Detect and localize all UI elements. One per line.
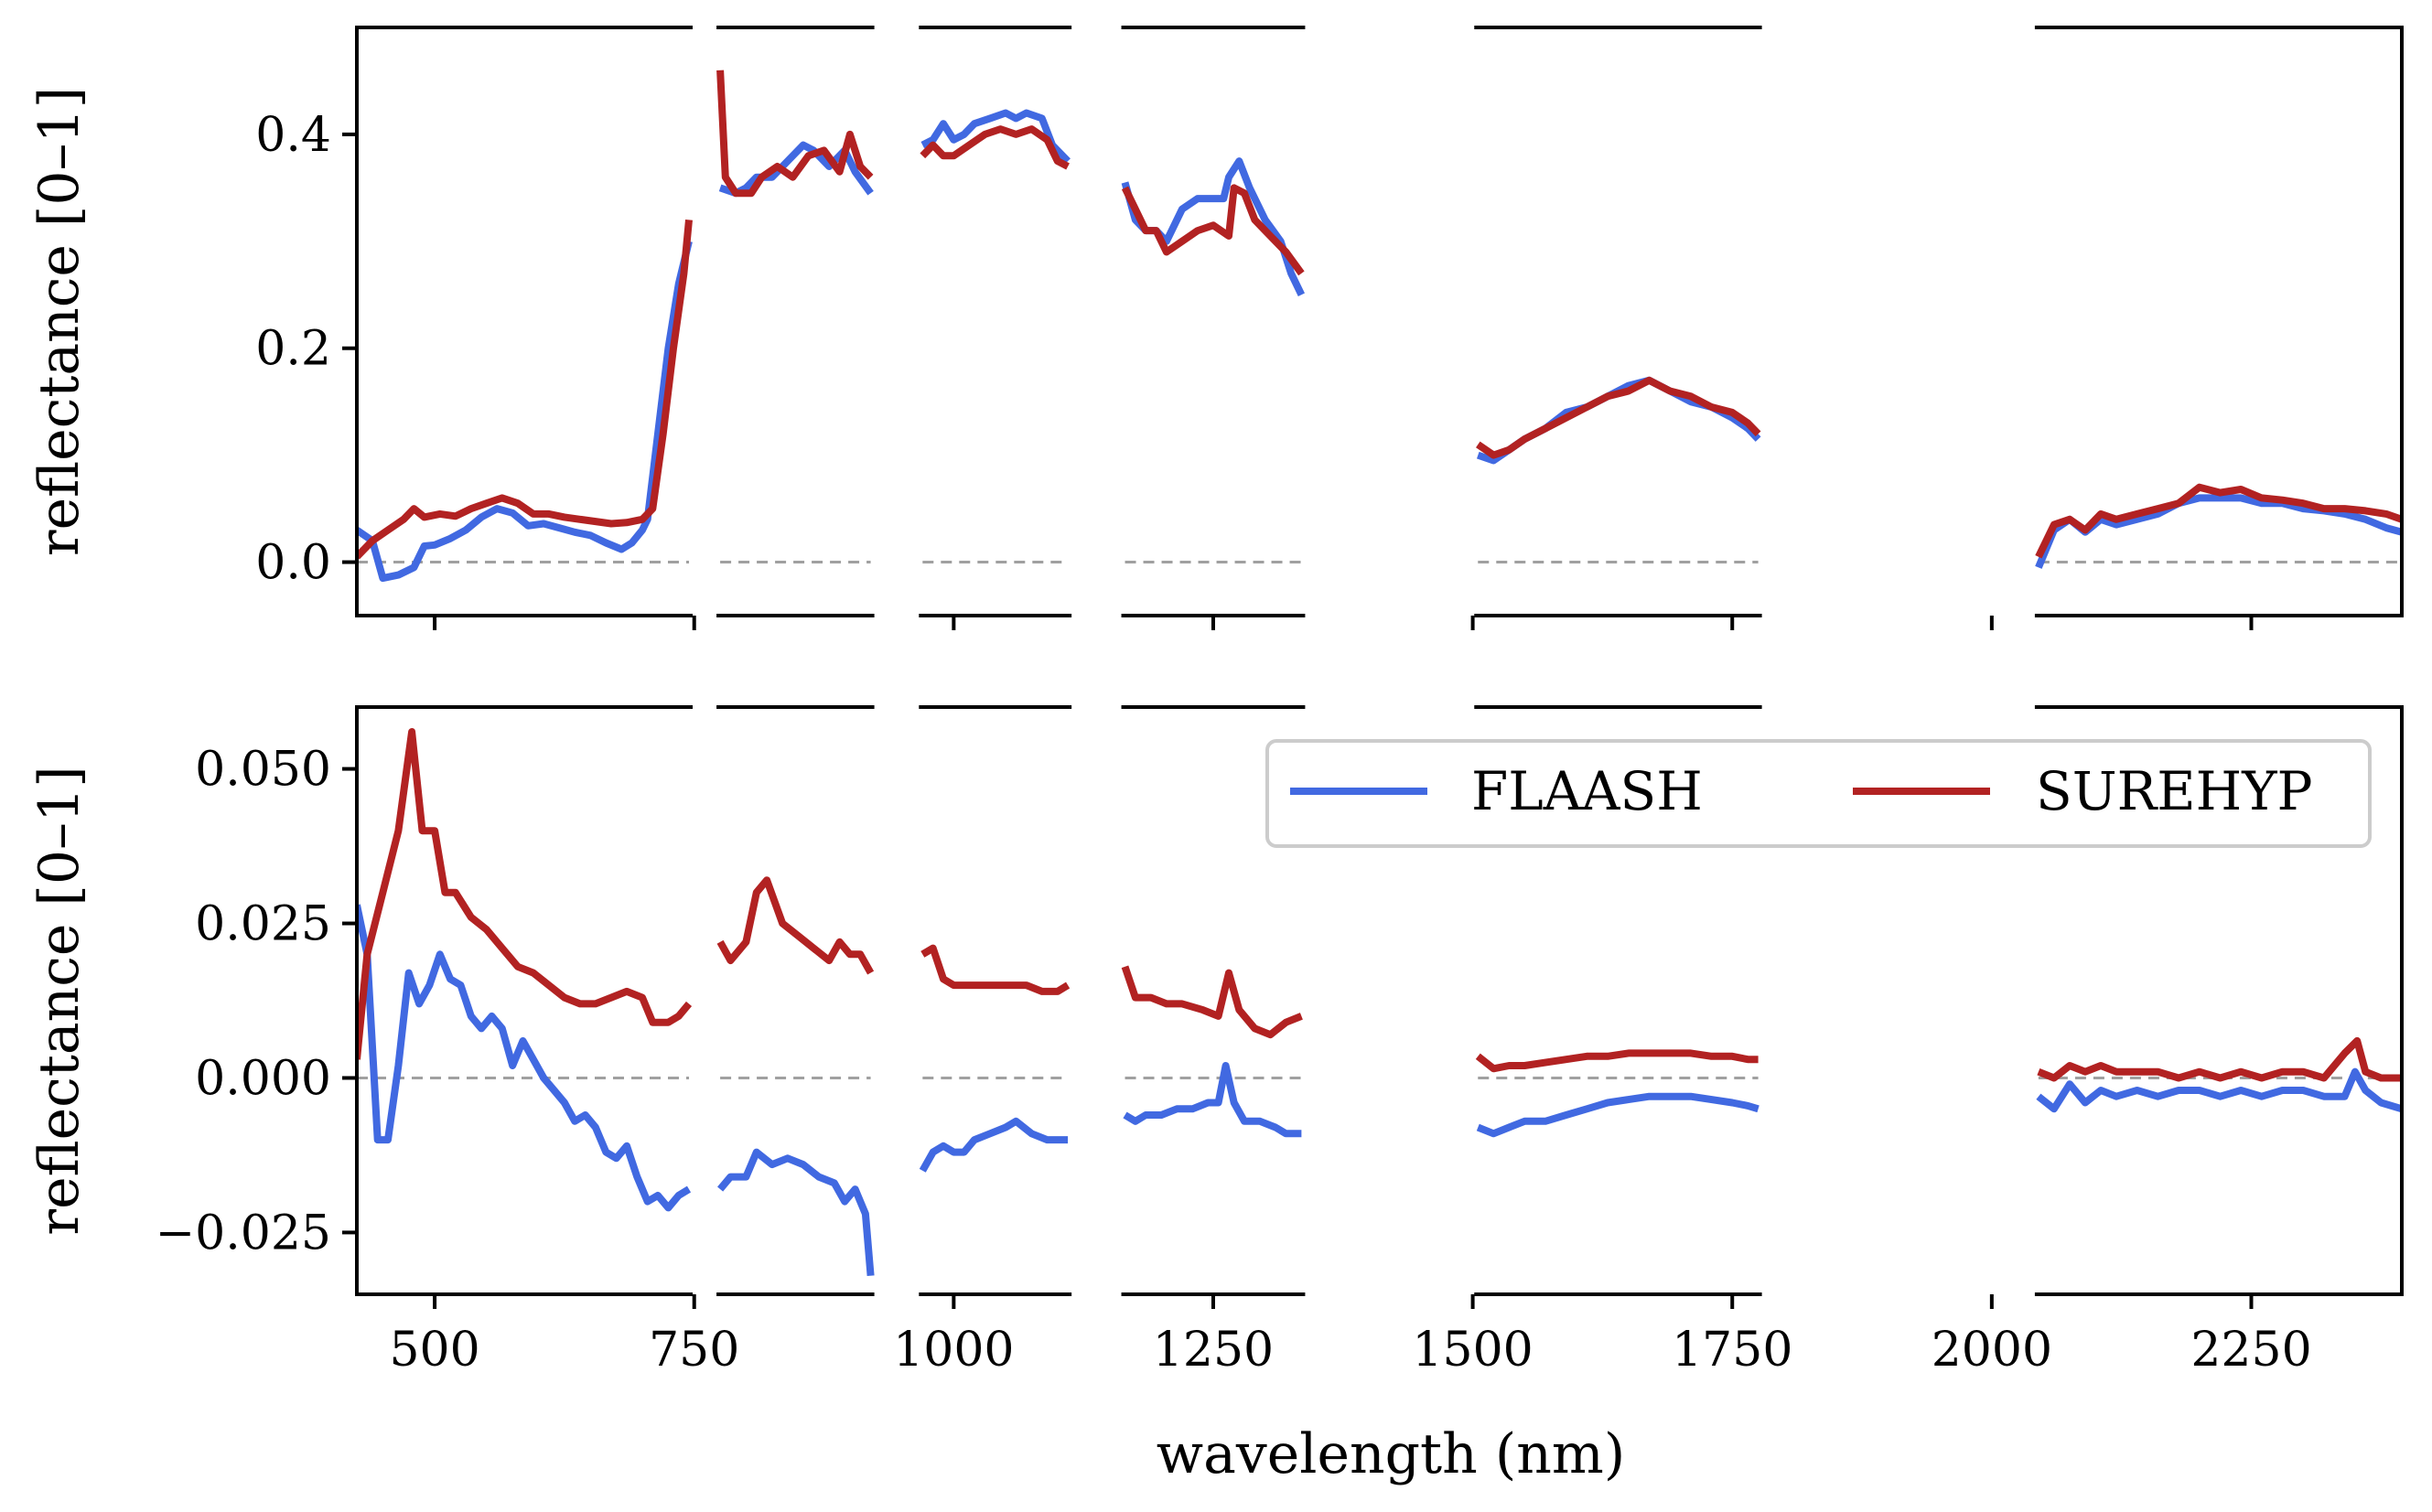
y-tick-label: 0.000 xyxy=(195,1051,331,1106)
series-line-flaash xyxy=(357,240,693,583)
y-tick-label: 0.050 xyxy=(195,743,331,798)
series-line-surehyp xyxy=(2035,483,2402,559)
x-tick-label: 1750 xyxy=(1672,1323,1792,1378)
series-line-surehyp xyxy=(920,125,1070,170)
y-tick-label: 0.4 xyxy=(255,108,331,163)
series-line-flaash xyxy=(920,109,1071,164)
series-line-flaash xyxy=(1476,1092,1759,1138)
series-line-surehyp xyxy=(357,220,693,560)
x-tick-label: 1500 xyxy=(1412,1323,1533,1378)
x-tick-label: 750 xyxy=(649,1323,739,1378)
series-line-flaash xyxy=(2036,1067,2402,1113)
series-line-surehyp xyxy=(1475,1049,1759,1073)
bottom-panel: 500 750 1000 1250 1500 1750 2000 2250 −0.025 0.00… xyxy=(27,703,2404,1378)
series-line-surehyp xyxy=(716,70,874,198)
y-tick-label: 0.0 xyxy=(255,536,331,591)
x-tick-label: 1250 xyxy=(1153,1323,1274,1378)
y-tick-label: 0.025 xyxy=(195,897,331,952)
y-tick-label: 0.2 xyxy=(255,322,331,377)
series-line-surehyp xyxy=(920,944,1071,995)
series-line-surehyp xyxy=(2037,1036,2402,1082)
series-line-flaash xyxy=(919,1117,1069,1173)
legend: FLAASH SUREHYP xyxy=(1265,739,2372,848)
top-panel: 0.0 0.2 0.4 reflectance [0–1] xyxy=(27,24,2404,630)
series-line-flaash xyxy=(717,1148,875,1277)
x-tick-label: 2250 xyxy=(2190,1323,2311,1378)
series-line-surehyp xyxy=(716,876,875,975)
series-line-surehyp xyxy=(357,728,693,1060)
y-axis-label: reflectance [0–1] xyxy=(27,87,91,556)
y-axis-label: reflectance [0–1] xyxy=(27,766,91,1235)
legend-label-surehyp: SUREHYP xyxy=(2036,760,2313,822)
series-line-surehyp xyxy=(1476,376,1761,459)
x-axis-label: wavelength (nm) xyxy=(1157,1422,1625,1486)
x-tick-label: 500 xyxy=(389,1323,479,1378)
series-line-flaash xyxy=(1123,1062,1302,1138)
legend-label-flaash: FLAASH xyxy=(1471,760,1703,822)
y-tick-label: −0.025 xyxy=(156,1206,331,1260)
x-tick-label: 2000 xyxy=(1932,1323,2052,1378)
series-line-surehyp xyxy=(1121,184,1305,276)
series-line-flaash xyxy=(357,904,692,1212)
series-line-surehyp xyxy=(1121,965,1303,1039)
x-tick-label: 1000 xyxy=(893,1323,1014,1378)
legend-box xyxy=(1265,739,2372,848)
